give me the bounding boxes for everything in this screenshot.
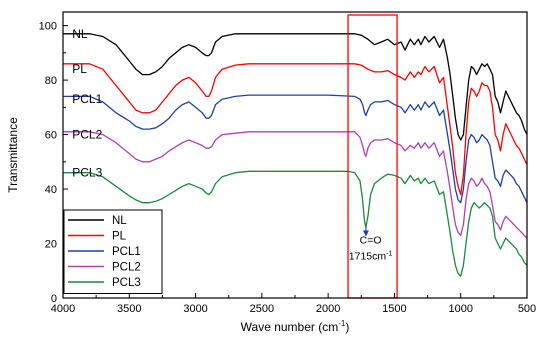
x-axis-title-superscript: -1	[338, 319, 346, 328]
x-tick-label: 3500	[117, 303, 141, 315]
y-axis-ticks: 0 20 40 60 80 100	[39, 21, 68, 305]
x-tick-label: 1000	[448, 303, 472, 315]
plot-series-group	[63, 33, 528, 277]
series-line-pcl2	[63, 131, 528, 239]
series-label-nl: NL	[72, 27, 88, 41]
legend-label-pcl2: PCL2	[112, 262, 141, 274]
x-axis-ticks: 4000 3500 3000 2500 2000 1500 1000 500	[51, 293, 536, 315]
carbonyl-annotation: C=O 1715cm-1	[349, 225, 393, 263]
annotation-label-line2: 1715cm-1	[349, 251, 393, 263]
y-axis-title: Transmittance	[6, 117, 20, 193]
x-axis-title-main: Wave number (cm	[241, 320, 339, 334]
series-label-pcl2: PCL2	[72, 128, 102, 142]
y-tick-label: 0	[51, 293, 57, 305]
y-tick-label: 40	[45, 184, 57, 196]
series-line-pl	[63, 63, 528, 196]
x-tick-label: 3000	[183, 303, 207, 315]
x-tick-label: 2500	[250, 303, 274, 315]
series-line-nl	[63, 33, 528, 141]
legend-label-nl: NL	[112, 215, 127, 227]
x-axis-title: Wave number (cm-1)	[241, 319, 350, 334]
legend-label-pcl3: PCL3	[112, 277, 141, 289]
x-tick-label: 2000	[316, 303, 340, 315]
series-label-pcl1: PCL1	[72, 92, 102, 106]
y-tick-label: 60	[45, 130, 57, 142]
y-tick-label: 20	[45, 239, 57, 251]
series-labels-group: NL PL PCL1 PCL2 PCL3	[72, 27, 102, 180]
annotation-label-line1: C=O	[360, 235, 382, 247]
series-label-pcl3: PCL3	[72, 166, 102, 180]
y-tick-label: 100	[39, 21, 57, 33]
annotation-arrow-head	[362, 230, 369, 237]
series-line-pcl1	[63, 94, 528, 204]
legend-label-pcl1: PCL1	[112, 246, 141, 258]
series-line-pcl3	[63, 170, 528, 277]
x-tick-label: 4000	[51, 303, 75, 315]
legend-items: NL PL PCL1 PCL2 PCL3	[68, 215, 141, 289]
series-label-pl: PL	[72, 62, 87, 76]
annotation-wavenumber: 1715cm	[349, 251, 387, 263]
x-tick-label: 1500	[382, 303, 406, 315]
legend: NL PL PCL1 PCL2 PCL3	[63, 209, 163, 294]
x-axis-title-end: )	[345, 320, 349, 334]
x-tick-label: 500	[518, 303, 536, 315]
legend-label-pl: PL	[112, 231, 127, 243]
annotation-unit-superscript: -1	[386, 251, 392, 258]
y-tick-label: 80	[45, 75, 57, 87]
